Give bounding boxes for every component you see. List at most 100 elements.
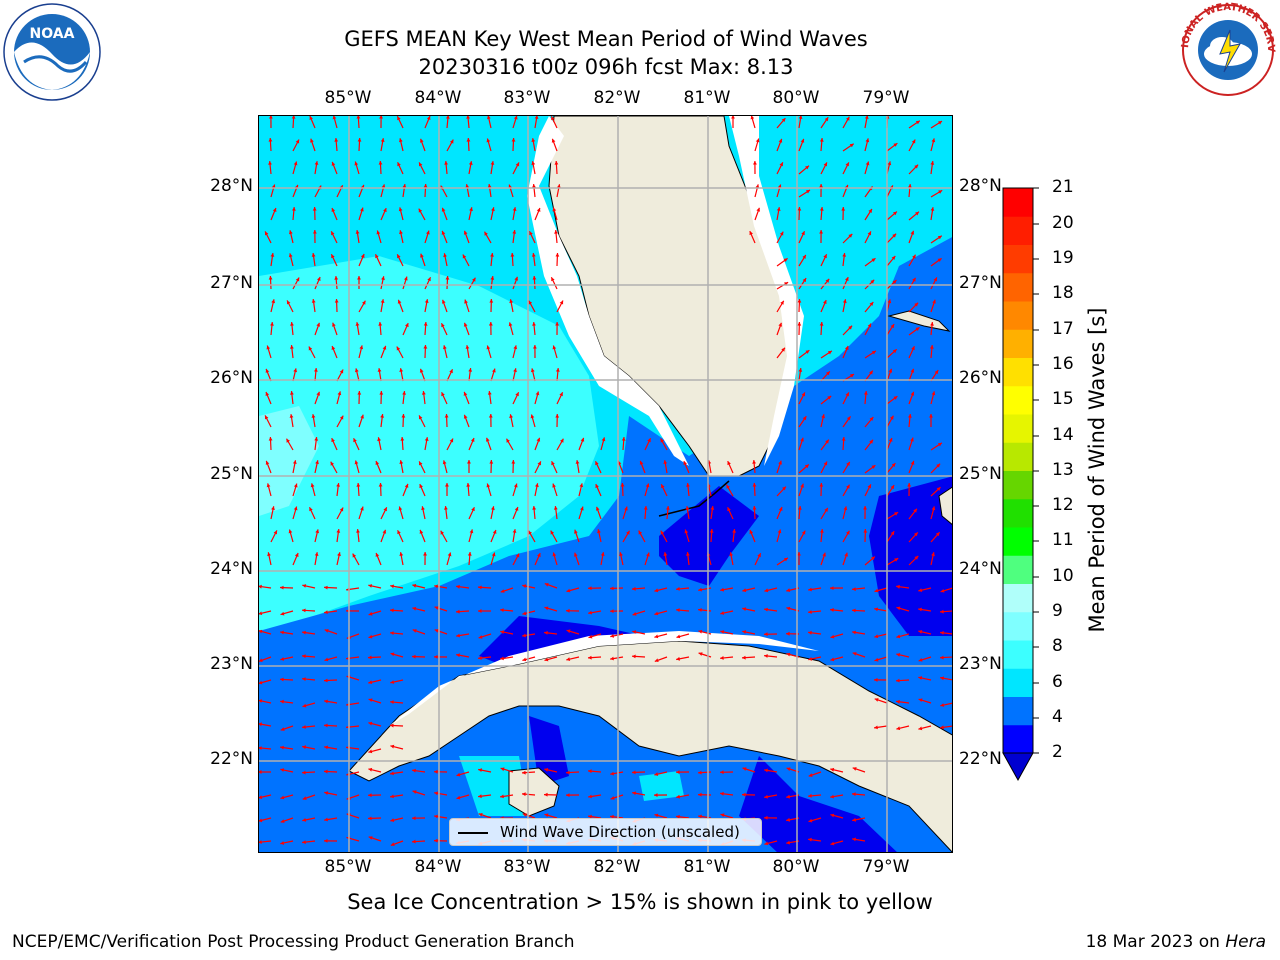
wave-direction-arrowhead <box>324 791 329 795</box>
wave-direction-arrowhead <box>915 211 919 216</box>
wave-direction-arrowhead <box>336 483 340 487</box>
wave-direction-arrowhead <box>310 138 314 143</box>
wave-direction-arrowhead <box>324 610 328 614</box>
wave-direction-arrowhead <box>368 611 373 616</box>
wave-direction-arrowhead <box>514 507 519 511</box>
wave-direction-arrowhead <box>863 506 867 510</box>
wave-direction-arrowhead <box>531 253 536 257</box>
wave-direction-arrowhead <box>265 368 270 373</box>
wave-direction-arrowhead <box>720 813 725 818</box>
wave-direction-arrowhead <box>698 792 702 797</box>
wave-direction-arrowhead <box>398 207 403 212</box>
wave-direction-arrowhead <box>375 553 380 557</box>
wave-direction-arrowhead <box>314 161 319 165</box>
wave-direction-arrowhead <box>359 345 364 350</box>
wave-direction-arrowhead <box>638 530 643 535</box>
wave-direction-arrowhead <box>645 483 650 488</box>
wave-direction-arrowhead <box>354 368 359 373</box>
wave-direction-arrowhead <box>930 207 935 211</box>
wave-direction-arrowhead <box>610 586 614 591</box>
wave-direction-arrowhead <box>660 438 665 443</box>
colorbar-tick-label: 21 <box>1052 177 1074 197</box>
wave-direction-arrowhead <box>401 414 406 418</box>
wave-direction-arrowhead <box>500 656 504 661</box>
wave-direction-arrowhead <box>588 794 592 799</box>
wave-direction-arrowhead <box>574 552 578 557</box>
wave-direction-arrowhead <box>844 552 848 557</box>
wave-direction-arrowhead <box>530 368 535 373</box>
wave-direction-arrowhead <box>399 460 404 464</box>
wave-direction-arrowhead <box>786 652 791 657</box>
wave-direction-arrowhead <box>511 138 516 142</box>
wave-direction-arrowhead <box>522 813 527 817</box>
wave-direction-arrowhead <box>379 116 383 119</box>
colorbar-tick-label: 13 <box>1052 460 1074 480</box>
wave-direction-arrowhead <box>749 530 754 534</box>
florida-keys <box>658 480 730 517</box>
lon-label: 83°W <box>503 88 551 108</box>
wave-direction-arrowhead <box>381 276 385 281</box>
wave-direction-arrowhead <box>434 791 438 796</box>
wave-direction-arrowhead <box>420 253 424 258</box>
wave-direction-arrowhead <box>532 506 537 510</box>
wave-direction-arrowhead <box>797 552 801 556</box>
wave-direction-arrowhead <box>940 631 944 635</box>
wave-direction-arrowhead <box>443 345 447 350</box>
wave-direction-arrowhead <box>302 770 306 775</box>
colorbar-bin <box>1003 414 1033 443</box>
wave-direction-arrowhead <box>896 699 900 704</box>
wave-direction-arrowhead <box>588 586 592 591</box>
wave-direction-arrowhead <box>324 678 328 683</box>
wave-direction-arrowhead <box>676 814 680 819</box>
wave-direction-arrowhead <box>486 437 490 442</box>
colorbar-bin <box>1003 216 1033 245</box>
wave-direction-arrowhead <box>441 230 446 235</box>
wave-direction-arrowhead <box>492 368 496 373</box>
wave-direction-arrowhead <box>368 634 373 639</box>
wave-direction-arrowhead <box>266 483 271 488</box>
wave-direction-arrowhead <box>419 484 423 489</box>
wave-direction-arrowhead <box>595 484 599 489</box>
wave-direction-arrowhead <box>666 506 670 510</box>
wave-direction-arrowhead <box>368 721 373 726</box>
wave-direction-arrowhead <box>376 230 381 235</box>
wave-direction-arrowhead <box>478 813 483 817</box>
wave-direction-arrowhead <box>610 796 615 800</box>
wave-direction-arrowhead <box>259 818 263 823</box>
wave-direction-arrowhead <box>742 630 747 634</box>
wave-direction-arrowhead <box>863 529 868 533</box>
wave-direction-arrowhead <box>698 770 702 775</box>
wave-direction-arrowhead <box>290 391 294 395</box>
lat-label: 25°N <box>959 464 1002 484</box>
wave-direction-arrowhead <box>830 608 834 612</box>
colorbar-label: Mean Period of Wind Waves [s] <box>1085 307 1109 633</box>
wave-direction-arrowhead <box>808 657 813 661</box>
footer-host: Hera <box>1225 932 1266 952</box>
wave-direction-arrowhead <box>383 208 387 213</box>
wave-direction-arrowhead <box>764 607 768 612</box>
wave-direction-arrowhead <box>553 506 558 510</box>
wave-direction-arrowhead <box>378 483 383 487</box>
wave-direction-arrowhead <box>265 460 270 465</box>
wave-direction-arrowhead <box>780 300 784 305</box>
wave-direction-arrowhead <box>783 557 788 562</box>
wave-direction-arrowhead <box>742 767 747 771</box>
wave-direction-arrowhead <box>314 437 319 441</box>
wave-direction-arrowhead <box>259 629 263 634</box>
wave-direction-arrowhead <box>390 584 394 589</box>
wave-direction-arrowhead <box>852 652 857 656</box>
wave-direction-arrowhead <box>610 656 614 661</box>
wave-direction-arrowhead <box>683 461 687 465</box>
wave-direction-arrowhead <box>456 772 461 777</box>
wave-direction-arrowhead <box>588 655 592 660</box>
lat-label: 22°N <box>959 749 1002 769</box>
wave-direction-arrowhead <box>910 230 915 235</box>
wave-direction-arrowhead <box>600 552 605 556</box>
wave-direction-arrowhead <box>936 487 941 491</box>
wave-direction-arrowhead <box>896 726 901 731</box>
wave-direction-arrowhead <box>893 396 898 400</box>
wave-direction-arrowhead <box>515 162 520 167</box>
wave-direction-arrowhead <box>302 677 306 681</box>
wave-direction-arrowhead <box>378 161 383 165</box>
wave-direction-arrowhead <box>293 368 298 373</box>
